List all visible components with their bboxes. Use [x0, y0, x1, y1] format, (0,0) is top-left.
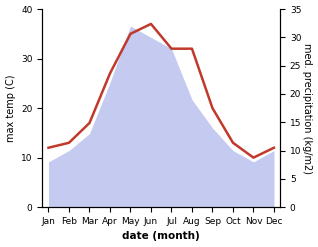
Y-axis label: med. precipitation (kg/m2): med. precipitation (kg/m2) [302, 43, 313, 174]
Y-axis label: max temp (C): max temp (C) [5, 74, 16, 142]
X-axis label: date (month): date (month) [122, 231, 200, 242]
